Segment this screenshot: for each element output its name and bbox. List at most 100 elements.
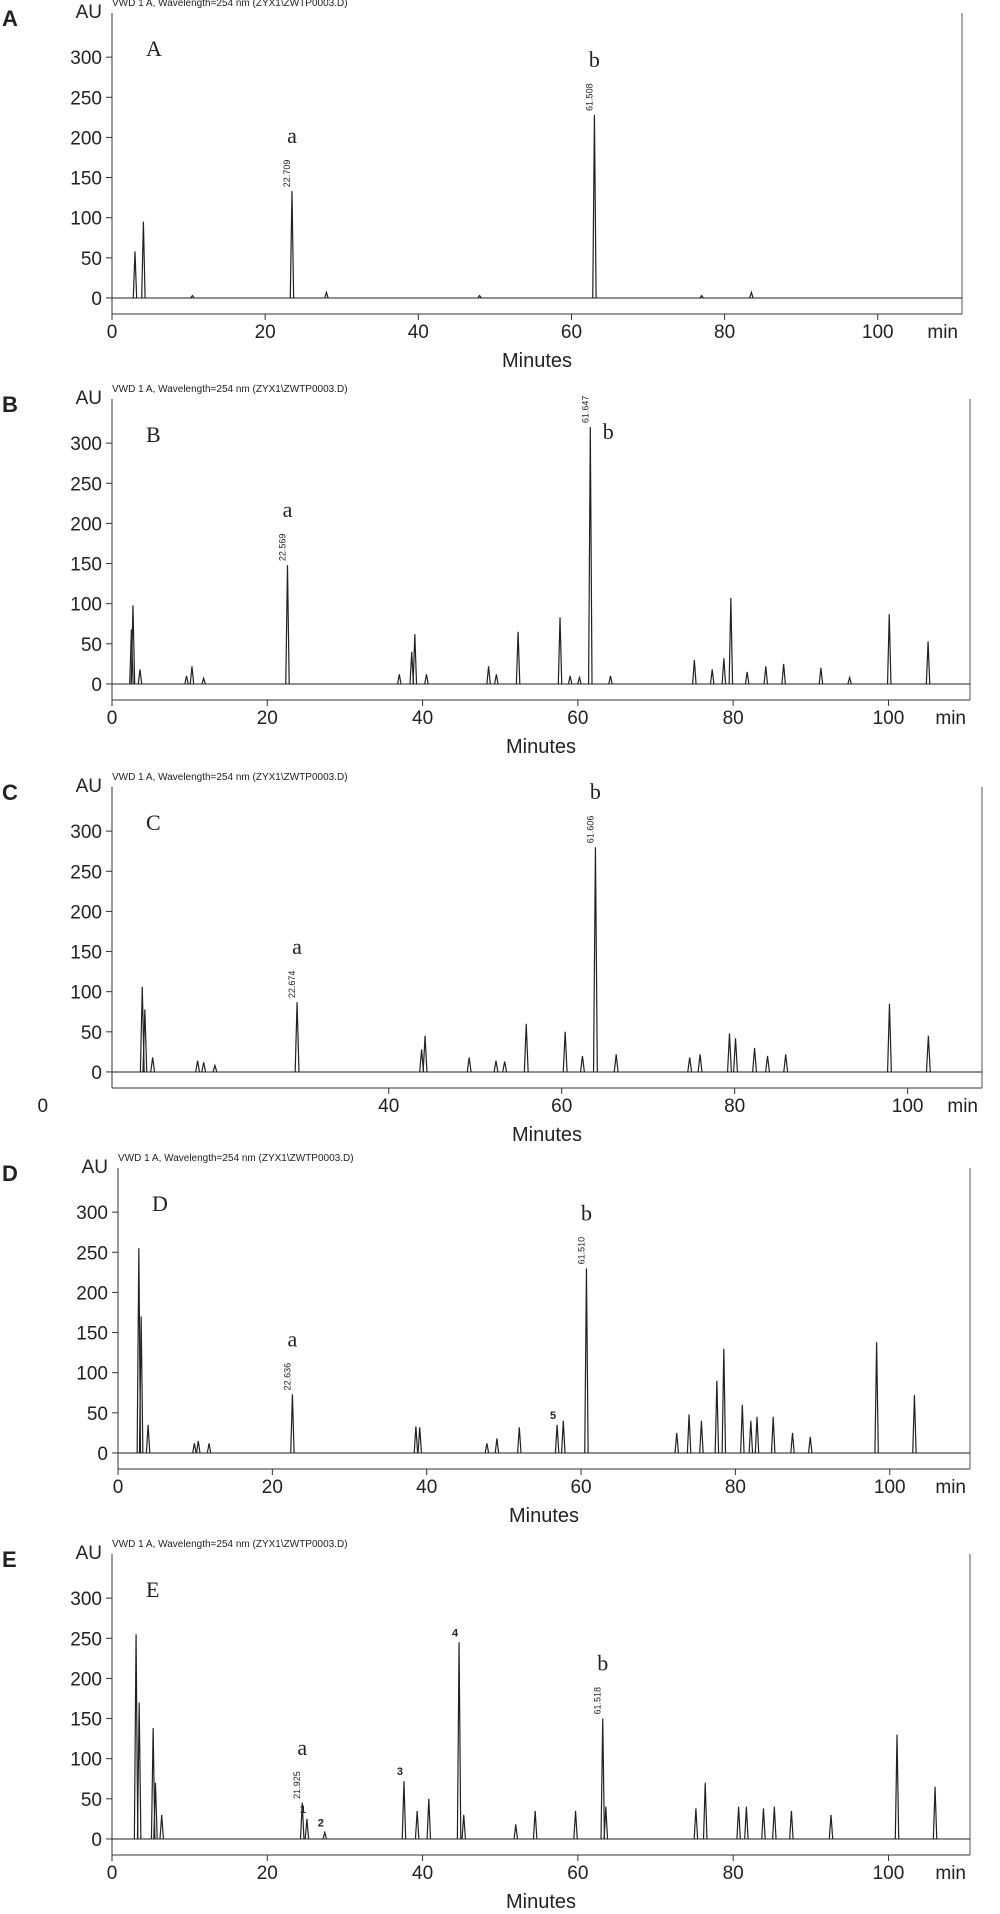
peak-label: a — [297, 1735, 307, 1760]
x-tick-label: 80 — [714, 322, 735, 343]
peak — [554, 1424, 560, 1453]
peak — [153, 1782, 158, 1839]
x-tick-label: 60 — [567, 708, 588, 729]
peak — [477, 294, 482, 299]
peak — [932, 1786, 938, 1839]
x-unit: min — [935, 708, 966, 729]
y-tick-label: 300 — [70, 48, 102, 69]
peak — [417, 1427, 423, 1453]
peak — [770, 1416, 776, 1453]
peak — [129, 629, 134, 684]
peak — [396, 674, 402, 685]
x-tick-label: 100 — [892, 1096, 924, 1117]
y-tick-label: 200 — [70, 1669, 102, 1690]
peak — [422, 1035, 428, 1072]
x-tick-label: 60 — [567, 1863, 588, 1884]
peak — [847, 675, 852, 685]
peak — [761, 1808, 766, 1839]
y-unit: AU — [76, 2, 102, 23]
peak — [190, 294, 195, 299]
peak — [289, 191, 295, 298]
peak — [728, 598, 734, 684]
peak — [195, 1440, 201, 1454]
y-tick-label: 150 — [76, 1324, 108, 1345]
peak — [494, 674, 499, 685]
peak — [201, 676, 206, 685]
inset-title: E — [146, 1577, 159, 1602]
peak — [587, 427, 593, 684]
peak — [557, 617, 563, 684]
x-tick-label: 40 — [416, 1477, 437, 1498]
retention-time: 22.709 — [282, 160, 292, 188]
peak — [818, 667, 824, 685]
inset-title: C — [146, 810, 161, 835]
panel-letter: C — [2, 780, 18, 805]
peak — [874, 1342, 879, 1453]
peak — [138, 1316, 144, 1453]
x-tick-label: 80 — [723, 708, 744, 729]
y-tick-label: 250 — [76, 1243, 108, 1264]
x-axis-title: Minutes — [502, 350, 572, 372]
peak — [699, 294, 704, 299]
peak — [201, 1062, 207, 1073]
x-tick-label: 0 — [107, 708, 118, 729]
x-unit: min — [927, 322, 958, 343]
peak — [409, 651, 415, 684]
x-tick-label: 0 — [107, 322, 118, 343]
y-tick-label: 150 — [70, 169, 102, 190]
x-axis-title: Minutes — [506, 1891, 576, 1909]
peak — [699, 1420, 704, 1453]
peak — [189, 666, 195, 685]
peak — [304, 1818, 310, 1840]
peak — [789, 1810, 794, 1839]
x-tick-label: 0 — [38, 1096, 49, 1117]
peak — [763, 666, 769, 685]
peak — [736, 1806, 741, 1839]
peak — [515, 631, 521, 684]
peak-label: 5 — [550, 1410, 556, 1422]
peak — [721, 658, 727, 684]
peak — [567, 675, 573, 685]
peak — [150, 1057, 156, 1073]
y-tick-label: 0 — [91, 1063, 102, 1084]
peak-label: 2 — [318, 1818, 324, 1830]
peak — [781, 663, 786, 684]
peak-label: a — [287, 123, 297, 148]
x-tick-label: 60 — [570, 1477, 591, 1498]
retention-time: 61.518 — [593, 1687, 603, 1715]
peak-label: 3 — [397, 1766, 403, 1778]
peak — [886, 614, 892, 684]
peak — [486, 666, 491, 685]
peak — [573, 1810, 578, 1839]
peak — [413, 1426, 419, 1453]
panel-letter: D — [2, 1161, 18, 1186]
header: VWD 1 A, Wavelength=254 nm (ZYX1\ZWTP000… — [112, 772, 348, 783]
x-tick-label: 80 — [725, 1477, 746, 1498]
y-tick-label: 300 — [70, 434, 102, 455]
peak — [456, 1642, 462, 1839]
x-axis-title: Minutes — [512, 1124, 582, 1146]
peak — [740, 1404, 745, 1453]
peak — [772, 1806, 777, 1839]
y-tick-label: 100 — [70, 983, 102, 1004]
peak — [414, 1810, 420, 1839]
retention-time: 61.606 — [585, 816, 595, 844]
x-tick-label: 80 — [723, 1863, 744, 1884]
x-tick-label: 100 — [873, 1863, 905, 1884]
y-tick-label: 50 — [81, 1790, 102, 1811]
inset-title: A — [146, 36, 162, 61]
y-tick-label: 150 — [70, 1710, 102, 1731]
peak — [592, 847, 598, 1072]
peak — [137, 669, 143, 685]
x-tick-label: 40 — [412, 1863, 433, 1884]
y-tick-label: 200 — [76, 1283, 108, 1304]
peak — [749, 290, 754, 299]
peak — [290, 1394, 295, 1453]
peak — [726, 1033, 732, 1072]
peak — [721, 1348, 727, 1453]
x-unit: min — [935, 1863, 966, 1884]
x-unit: min — [947, 1096, 978, 1117]
peak — [744, 1806, 749, 1839]
peak-label: a — [292, 934, 302, 959]
x-tick-label: 40 — [412, 708, 433, 729]
